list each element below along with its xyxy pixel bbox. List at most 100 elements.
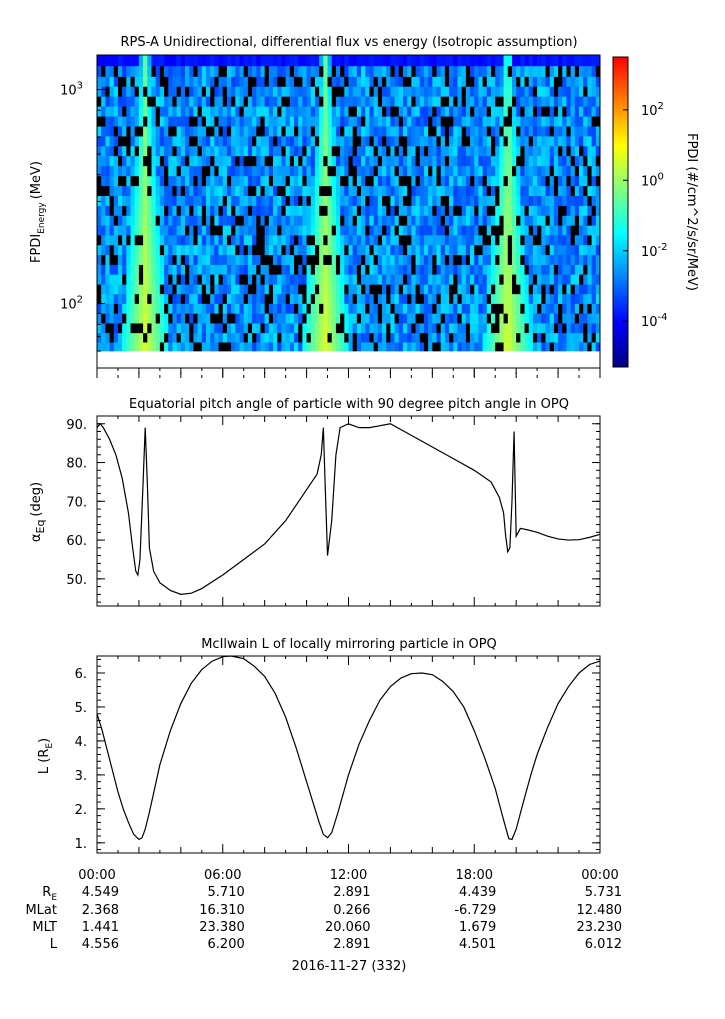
spectrogram-cell: [423, 65, 429, 77]
spectrogram-cell: [344, 215, 349, 226]
spectrogram-cell: [239, 126, 245, 137]
spectrogram-cell: [239, 65, 245, 77]
spectrogram-cell: [302, 76, 307, 87]
spectrogram-cell: [277, 215, 282, 226]
spectrogram-cell: [105, 116, 110, 127]
spectrogram-cell: [151, 284, 156, 295]
spectrogram-cell: [331, 136, 337, 147]
spectrogram-cell: [570, 303, 576, 314]
spectrogram-cell: [164, 332, 169, 343]
spectrogram-cell: [390, 195, 395, 206]
spectrogram-cell: [222, 65, 228, 77]
spectrogram-cell: [218, 284, 224, 295]
spectrogram-cell: [277, 342, 282, 352]
spectrogram-cell: [189, 323, 194, 334]
spectrogram-cell: [423, 274, 429, 285]
spectrogram-cell: [143, 96, 148, 107]
spectrogram-cell: [222, 342, 228, 352]
spectrogram-cell: [264, 195, 270, 206]
spectrogram-cell: [201, 136, 207, 147]
spectrogram-cell: [394, 126, 400, 137]
spectrogram-cell: [218, 76, 224, 87]
spectrogram-cell: [537, 274, 542, 285]
spectrogram-cell: [499, 323, 504, 334]
spectrogram-cell: [520, 303, 525, 314]
spectrogram-cell: [130, 303, 136, 314]
spectrogram-cell: [356, 323, 362, 334]
spectrogram-cell: [306, 126, 312, 137]
spectrogram-cell: [289, 96, 295, 107]
spectrogram-cell: [457, 96, 462, 107]
spectrogram-cell: [482, 235, 488, 246]
spectrogram-cell: [97, 65, 102, 77]
spectrogram-cell: [503, 185, 509, 197]
spectrogram-cell: [197, 145, 203, 157]
spectrogram-cell: [566, 205, 571, 216]
spectrogram-cell: [256, 136, 261, 147]
spectrogram-cell: [382, 215, 387, 226]
spectrogram-cell: [285, 175, 291, 187]
spectrogram-cell: [134, 313, 140, 324]
spectrogram-cell: [117, 86, 123, 97]
spectrogram-cell: [231, 303, 236, 314]
spectrogram-cell: [205, 342, 211, 352]
spectrogram-cell: [499, 244, 504, 256]
pitch-angle-panel: Equatorial pitch angle of particle with …: [29, 397, 601, 607]
spectrogram-cell: [210, 96, 215, 107]
spectrogram-cell: [101, 274, 106, 285]
spectrogram-cell: [352, 264, 358, 275]
spectrogram-cell: [239, 244, 245, 256]
spectrogram-cell: [511, 313, 517, 324]
spectrogram-cell: [507, 332, 513, 343]
spectrogram-cell: [143, 136, 148, 147]
spectrogram-cell: [201, 175, 207, 187]
spectrogram-cell: [113, 76, 119, 87]
spectrogram-cell: [105, 313, 110, 324]
spectrogram-cell: [478, 165, 483, 177]
spectrogram-cell: [486, 215, 492, 226]
spectrogram-cell: [453, 215, 458, 226]
spectrogram-cell: [314, 195, 320, 206]
spectrogram-cell: [340, 55, 345, 67]
spectrogram-cell: [428, 136, 433, 147]
spectrogram-cell: [583, 76, 588, 87]
spectrogram-cell: [289, 165, 295, 177]
y-tick-label: 1.: [75, 837, 87, 852]
spectrogram-cell: [97, 225, 102, 236]
spectrogram-cell: [553, 116, 559, 127]
spectrogram-cell: [373, 244, 379, 256]
spectrogram-cell: [243, 313, 249, 324]
spectrogram-cell: [172, 244, 177, 256]
spectrogram-cell: [570, 126, 576, 137]
spectrogram-cell: [331, 225, 337, 236]
spectrogram-cell: [205, 185, 211, 197]
spectrogram-cell: [197, 215, 203, 226]
spectrogram-cell: [474, 254, 479, 265]
spectrogram-cell: [252, 323, 257, 334]
spectrogram-cell: [549, 235, 555, 246]
spectrogram-cell: [134, 136, 140, 147]
spectrogram-cell: [319, 274, 324, 285]
spectrogram-cell: [386, 76, 391, 87]
spectrogram-cell: [185, 126, 190, 137]
spectrogram-cell: [172, 116, 177, 127]
spectrogram-cell: [147, 145, 152, 157]
spectrogram-cell: [159, 254, 165, 265]
spectrogram-cell: [143, 293, 148, 304]
spectrogram-cell: [436, 145, 442, 157]
spectrogram-cell: [394, 195, 400, 206]
spectrogram-cell: [495, 274, 500, 285]
spectrogram-cell: [218, 293, 224, 304]
spectrogram-cell: [449, 96, 454, 107]
spectrogram-cell: [189, 76, 194, 87]
spectrogram-cell: [474, 332, 479, 343]
spectrogram-cell: [151, 155, 156, 167]
spectrogram-cell: [361, 293, 366, 304]
spectrogram-cell: [289, 126, 295, 137]
spectrogram-cell: [558, 303, 563, 314]
spectrogram-cell: [155, 303, 161, 314]
spectrogram-cell: [352, 195, 358, 206]
spectrogram-cell: [273, 303, 278, 314]
spectrogram-cell: [579, 116, 584, 127]
spectrogram-cell: [583, 215, 588, 226]
